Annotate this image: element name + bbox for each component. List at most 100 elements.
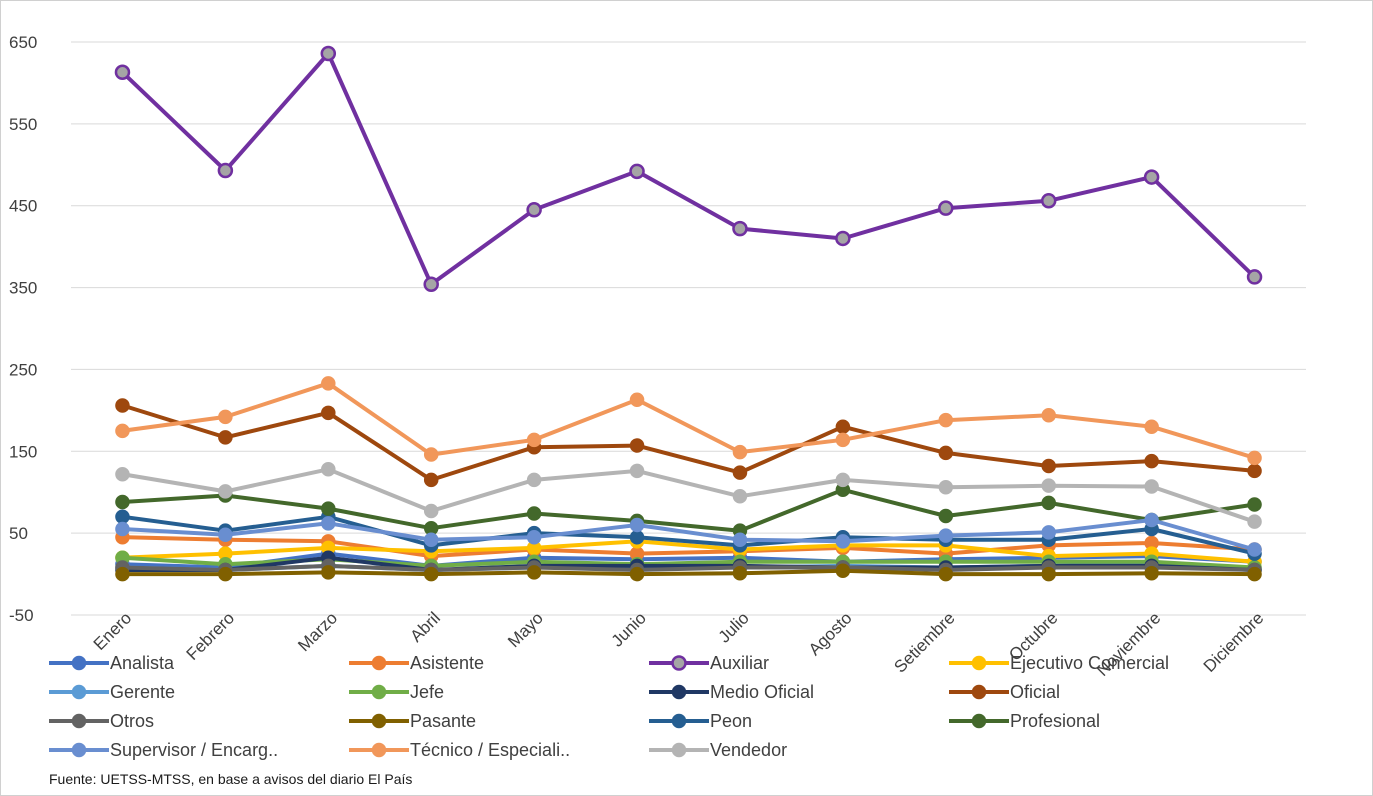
series-line [122,467,1256,524]
legend-item: Profesional [949,711,1100,731]
legend-item: Otros [49,711,154,731]
data-point [938,412,954,428]
legend-label: Jefe [410,682,444,702]
data-point [629,392,645,407]
data-point [1144,566,1159,581]
legend-label: Pasante [410,711,476,731]
legend-swatch-marker [971,684,987,700]
legend-item: Supervisor / Encarg.. [49,740,278,760]
legend-item: Vendedor [649,740,787,760]
data-point [321,376,336,391]
series-line [122,568,1255,577]
series-line [122,539,1255,564]
y-tick-label: 350 [9,279,37,298]
legend-swatch-marker [671,713,687,729]
data-point [1041,495,1056,511]
data-point [1144,479,1159,494]
data-point [321,462,336,477]
legend-item: Asistente [349,653,484,673]
legend-item: Medio Oficial [649,682,814,702]
legend-label: Oficial [1010,682,1060,702]
data-point [115,566,130,582]
data-point [1041,408,1056,423]
series-11 [115,482,1262,538]
data-point [320,45,337,62]
legend-label: Auxiliar [710,653,769,673]
x-tick-label: Agosto [805,608,856,659]
y-tick-label: 50 [9,524,28,543]
source-note: Fuente: UETSS-MTSS, en base a avisos del… [49,771,413,787]
legend-label: Gerente [110,682,175,702]
data-point [835,432,851,448]
legend-label: Profesional [1010,711,1100,731]
data-point [218,566,233,582]
legend-label: Analista [110,653,175,673]
legend-label: Medio Oficial [710,682,814,702]
data-point [423,276,439,293]
y-tick-label: 450 [9,197,37,216]
data-point [423,566,439,582]
data-point [732,465,748,480]
legend-swatch-marker [71,742,87,758]
data-point [1247,463,1262,479]
gridlines [71,41,1306,616]
data-point [115,509,130,525]
legend-swatch-marker [971,713,987,729]
series-14 [115,462,1262,529]
data-point [115,423,130,439]
legend-label: Ejecutivo Comercial [1010,653,1169,673]
series-2 [114,45,1263,293]
data-point [1247,542,1262,557]
data-point [732,532,748,547]
legend-item: Jefe [349,682,444,702]
legend-label: Asistente [410,653,484,673]
y-tick-label: -50 [9,606,34,625]
data-point [629,529,645,545]
data-point [1247,497,1262,512]
data-point [835,534,851,549]
data-point [629,163,645,180]
x-tick-label: Setiembre [890,608,958,676]
data-point [115,521,130,537]
data-point [526,529,542,545]
y-tick-label: 650 [9,33,37,52]
data-point [732,566,748,581]
series-line [122,487,1255,533]
series-line [122,535,1255,559]
data-point [1041,458,1056,474]
x-tick-label: Julio [715,608,753,646]
legend-swatch-marker [671,655,687,671]
legend-item: Peon [649,711,752,731]
data-point [526,472,542,488]
data-point [526,202,542,218]
data-point [938,508,954,524]
series-13 [115,376,1262,466]
data-point [218,430,233,445]
legend-item: Pasante [349,711,476,731]
data-point [1247,450,1262,466]
legend-label: Supervisor / Encarg.. [110,740,278,760]
data-point [1144,419,1159,434]
legend-label: Otros [110,711,154,731]
data-point [938,566,954,582]
legend-swatch-marker [71,684,87,700]
series-line [122,381,1256,460]
legend-swatch-marker [71,655,87,671]
x-tick-label: Abril [407,608,444,645]
legend-swatch-marker [371,684,387,700]
legend-item: Auxiliar [649,653,769,673]
data-point [423,472,439,488]
data-point [1247,566,1262,582]
data-point [835,230,851,247]
series-line [122,563,1255,572]
y-tick-label: 150 [9,442,37,461]
data-point [423,532,439,547]
legend-swatch-marker [971,655,987,671]
series-line [121,51,1256,287]
data-point [1040,193,1057,209]
legend-item: Gerente [49,682,175,702]
legend-item: Oficial [949,682,1060,702]
legend-swatch-marker [71,713,87,729]
data-point [1144,453,1159,469]
